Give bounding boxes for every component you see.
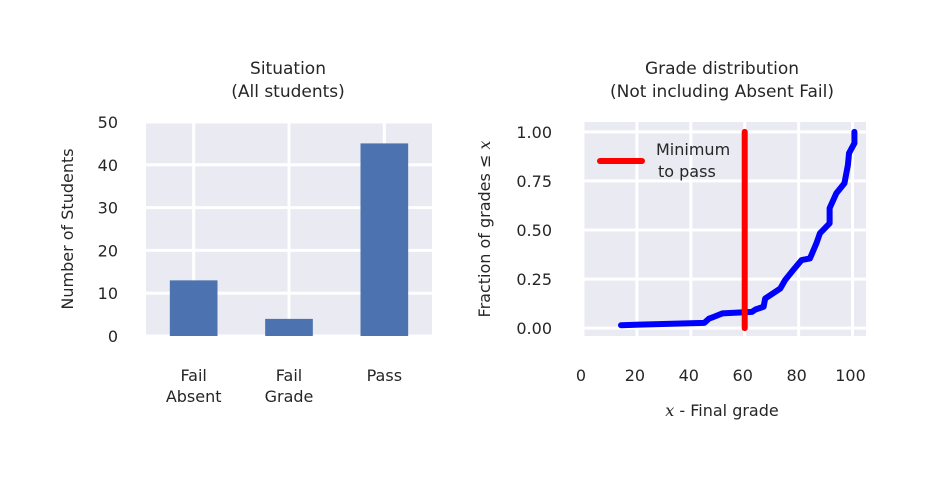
cdf-chart-title-line2: (Not including Absent Fail) — [610, 82, 834, 102]
y-tick-label: 0 — [108, 327, 118, 346]
bar-chart-title-line1: Situation — [250, 59, 326, 79]
x-tick-label: 0 — [576, 366, 586, 385]
y-tick-label: 0.25 — [516, 270, 552, 289]
y-tick-label: 10 — [98, 284, 118, 303]
y-tick-label: 50 — [98, 113, 118, 132]
y-tick-label: 0.75 — [516, 172, 552, 191]
y-tick-label: 30 — [98, 199, 118, 218]
bar — [265, 318, 313, 336]
bar-chart: Situation (All students) 0 10 20 30 40 50 Fail… — [58, 59, 432, 406]
x-tick-label: Fail — [276, 366, 302, 385]
bar-chart-title-line2: (All students) — [231, 82, 345, 102]
y-tick-label: 20 — [98, 241, 118, 260]
x-tick-label: Pass — [367, 366, 402, 385]
legend-label-line1: Minimum — [656, 140, 730, 159]
y-tick-label: 1.00 — [516, 123, 552, 142]
y-tick-label: 0.50 — [516, 221, 552, 240]
x-tick-label: 80 — [786, 366, 806, 385]
x-tick-label: Fail — [180, 366, 206, 385]
cdf-line — [618, 128, 858, 329]
x-tick-label: 60 — [733, 366, 753, 385]
legend-label-line2: to pass — [658, 162, 716, 181]
x-tick-label: 20 — [625, 366, 645, 385]
x-tick-label: Absent — [166, 387, 222, 406]
bar — [169, 280, 218, 336]
x-tick-label: 100 — [835, 366, 866, 385]
y-axis-label-cdf: Fraction of grades ≤ x — [475, 141, 494, 318]
legend: Minimum to pass — [597, 140, 730, 181]
cdf-chart-title-line1: Grade distribution — [645, 59, 799, 79]
y-tick-label: 40 — [98, 156, 118, 175]
cdf-chart: Grade distribution (Not including Absent… — [475, 59, 866, 420]
x-tick-label: Grade — [265, 387, 314, 406]
y-tick-label: 0.00 — [516, 319, 552, 338]
x-tick-label: 40 — [679, 366, 699, 385]
x-axis-label: x - Final grade — [665, 401, 778, 420]
bar — [360, 143, 409, 336]
y-axis-label: Number of Students — [58, 148, 77, 309]
